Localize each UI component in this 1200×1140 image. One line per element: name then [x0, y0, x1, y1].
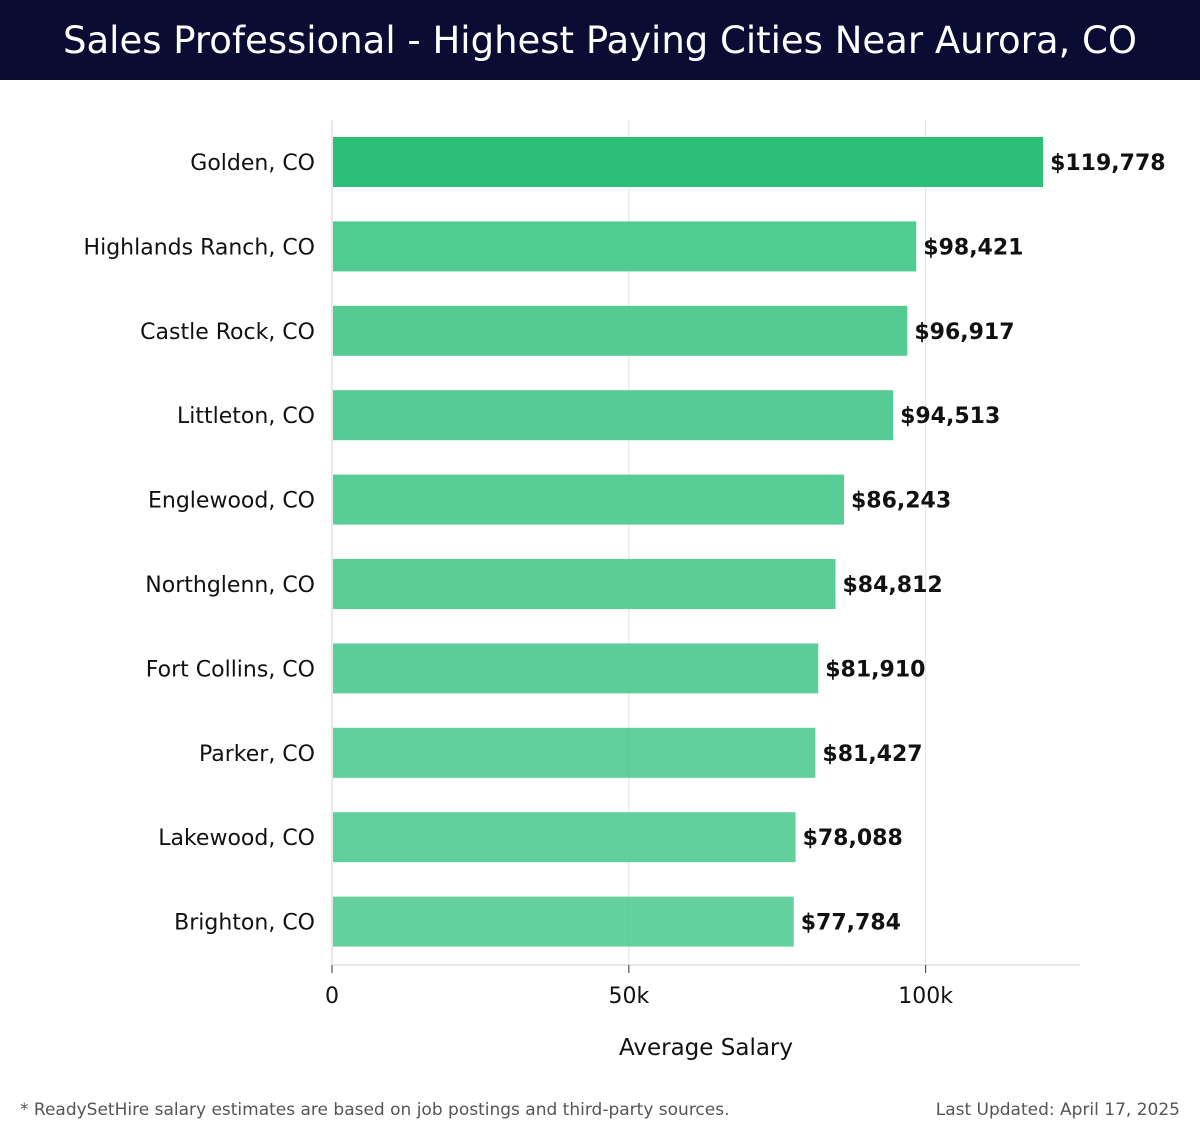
value-label: $77,784 [801, 911, 901, 936]
value-label: $94,513 [900, 404, 1000, 429]
category-label: Englewood, CO [148, 489, 315, 514]
last-updated: Last Updated: April 17, 2025 [935, 1100, 1180, 1120]
bar [333, 643, 819, 694]
category-label: Fort Collins, CO [146, 657, 315, 682]
category-label: Highlands Ranch, CO [84, 235, 315, 260]
category-label: Golden, CO [190, 151, 315, 176]
category-label: Lakewood, CO [158, 826, 315, 851]
category-label: Littleton, CO [177, 404, 315, 429]
value-labels: $119,778 $98,421 $96,917 $94,513 $86,243 $84,… [801, 151, 1166, 936]
x-tick-label: 0 [325, 984, 339, 1009]
bar [333, 896, 794, 947]
value-label: $81,427 [822, 742, 922, 767]
chart-title: Sales Professional - Highest Paying Citi… [63, 18, 1137, 62]
chart-header: Sales Professional - Highest Paying Citi… [0, 0, 1200, 80]
bar [333, 221, 917, 272]
bar-chart: Golden, CO Highlands Ranch, CO Castle Rock… [84, 120, 1166, 1061]
value-label: $86,243 [851, 489, 951, 514]
x-axis-label: Average Salary [619, 1035, 793, 1061]
category-labels: Golden, CO Highlands Ranch, CO Castle Rock… [84, 151, 315, 936]
bar [333, 390, 894, 441]
bar [333, 559, 836, 609]
bar [333, 137, 1044, 187]
bar [333, 812, 796, 863]
x-tick-label: 50k [608, 984, 649, 1009]
x-axis: 0 50k 100k [325, 120, 1080, 1009]
value-label: $96,917 [914, 320, 1014, 345]
bar [333, 727, 816, 778]
bar [333, 305, 908, 356]
footnote: * ReadySetHire salary estimates are base… [20, 1100, 730, 1120]
bar [333, 474, 844, 525]
category-label: Brighton, CO [174, 911, 315, 936]
category-label: Parker, CO [199, 742, 315, 767]
category-label: Castle Rock, CO [140, 320, 315, 345]
value-label: $81,910 [825, 657, 925, 682]
bars [333, 137, 1044, 947]
value-label: $84,812 [842, 573, 942, 598]
value-label: $98,421 [923, 235, 1023, 260]
value-label: $119,778 [1050, 151, 1166, 176]
value-label: $78,088 [803, 826, 903, 851]
x-tick-label: 100k [898, 984, 953, 1009]
category-label: Northglenn, CO [145, 573, 315, 598]
